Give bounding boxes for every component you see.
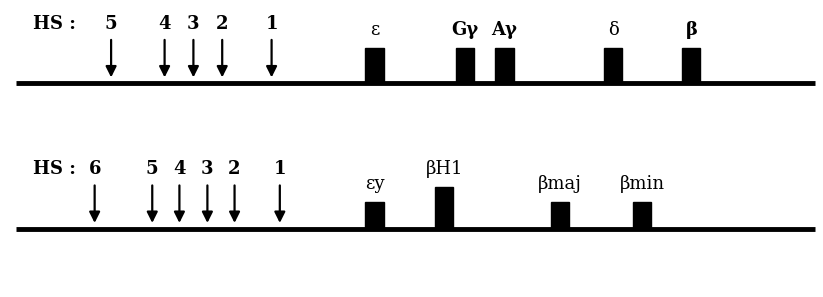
Text: 2: 2 <box>228 160 241 178</box>
Text: 1: 1 <box>265 15 278 33</box>
Text: βmin: βmin <box>620 175 664 193</box>
Text: εy: εy <box>365 175 384 193</box>
Text: 3: 3 <box>187 15 200 33</box>
Bar <box>551 202 569 229</box>
Bar <box>495 48 514 83</box>
Text: 4: 4 <box>173 160 186 178</box>
Text: Aγ: Aγ <box>491 20 518 39</box>
Bar <box>633 202 651 229</box>
Text: βH1: βH1 <box>425 160 463 178</box>
Text: 5: 5 <box>146 160 159 178</box>
Bar <box>365 48 384 83</box>
Bar <box>682 48 700 83</box>
Text: δ: δ <box>607 20 619 39</box>
Text: 3: 3 <box>201 160 214 178</box>
Bar <box>456 48 474 83</box>
Text: βmaj: βmaj <box>537 175 582 193</box>
Bar <box>604 48 622 83</box>
Text: Gγ: Gγ <box>452 20 478 39</box>
Text: 1: 1 <box>273 160 286 178</box>
Text: β: β <box>686 20 697 39</box>
Bar <box>365 202 384 229</box>
Text: ε: ε <box>370 20 379 39</box>
Bar <box>435 187 453 229</box>
Text: 4: 4 <box>158 15 171 33</box>
Text: 5: 5 <box>105 15 118 33</box>
Text: HS :: HS : <box>33 160 76 178</box>
Text: HS :: HS : <box>33 15 76 33</box>
Text: 2: 2 <box>216 15 229 33</box>
Text: 6: 6 <box>88 160 101 178</box>
